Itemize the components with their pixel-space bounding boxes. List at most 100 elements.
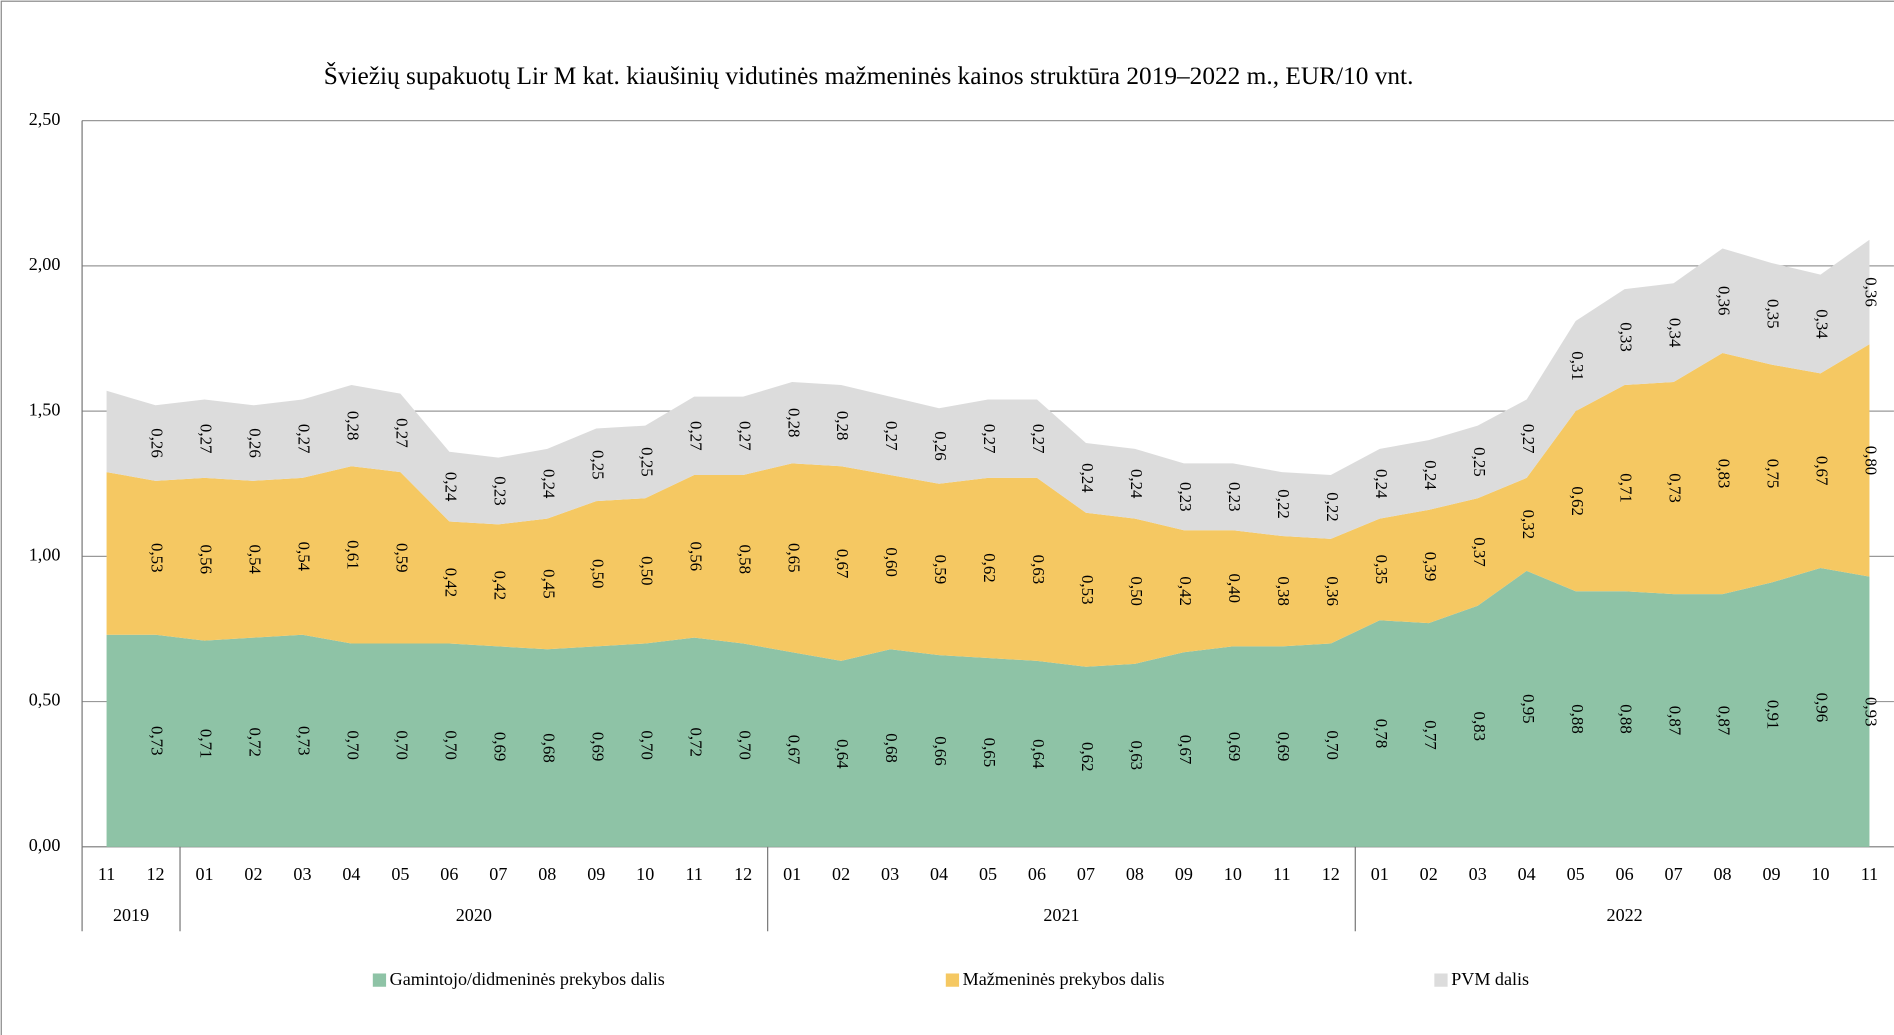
x-tick-label: 05 [391,864,409,884]
data-label: 0,77 [1421,720,1440,750]
x-tick-label: 09 [1762,864,1780,884]
data-label: 0,22 [1274,489,1293,519]
data-label: 0,34 [1813,309,1832,339]
data-label: 0,87 [1715,706,1734,736]
data-label: 0,66 [931,736,950,766]
x-tick-label: 05 [1567,864,1585,884]
y-tick-label: 0,00 [29,835,61,855]
data-label: 0,96 [1813,693,1832,723]
data-label: 0,56 [197,544,216,574]
data-label: 0,28 [344,411,363,441]
data-label: 0,72 [686,727,705,757]
data-label: 0,50 [588,559,607,589]
data-label: 0,26 [246,428,265,458]
data-label: 0,32 [1519,510,1538,540]
x-tick-label: 01 [1371,864,1389,884]
area [106,567,1870,847]
data-label: 0,70 [441,730,460,760]
data-label: 0,39 [1421,552,1440,582]
x-tick-label: 04 [342,864,360,884]
data-label: 0,75 [1764,459,1783,489]
data-label: 0,37 [1470,537,1489,567]
x-tick-label: 09 [587,864,605,884]
x-tick-label: 11 [685,864,702,884]
x-tick-label: 10 [1224,864,1242,884]
x-tick-label: 04 [1518,864,1536,884]
data-label: 0,71 [1617,473,1636,503]
data-label: 0,27 [295,424,314,454]
x-tick-label: 07 [1077,864,1095,884]
x-tick-label: 03 [881,864,899,884]
data-label: 0,63 [1127,741,1146,771]
y-tick-label: 2,50 [29,109,61,129]
data-label: 0,45 [539,569,558,599]
data-label: 0,42 [1176,576,1195,606]
data-label: 0,61 [344,540,363,570]
data-label: 0,22 [1323,492,1342,522]
data-label: 0,26 [148,428,167,458]
data-label: 0,28 [833,411,852,441]
x-tick-label: 09 [1175,864,1193,884]
x-tick-label: 05 [979,864,997,884]
x-tick-label: 11 [1273,864,1290,884]
data-label: 0,83 [1715,459,1734,489]
chart-title: Šviežių supakuotų Lir M kat. kiaušinių v… [324,61,1414,90]
data-label: 0,31 [1568,351,1587,381]
data-label: 0,24 [1421,460,1440,490]
data-label: 0,23 [490,476,509,506]
data-label: 0,67 [833,549,852,579]
x-tick-label: 03 [1469,864,1487,884]
data-label: 0,67 [1813,456,1832,486]
data-label: 0,58 [735,544,754,574]
data-label: 0,70 [393,730,412,760]
data-label: 0,53 [1078,575,1097,605]
x-group-label: 2019 [113,905,149,925]
data-label: 0,26 [931,431,950,461]
data-label: 0,70 [637,730,656,760]
x-tick-label: 08 [538,864,556,884]
data-label: 0,67 [1176,735,1195,765]
data-label: 0,78 [1372,719,1391,749]
data-label: 0,73 [295,726,314,756]
data-label: 0,91 [1764,700,1783,730]
data-label: 0,34 [1666,318,1685,348]
data-label: 0,62 [1568,486,1587,516]
legend-label: PVM dalis [1451,969,1529,989]
data-label: 0,87 [1666,706,1685,736]
data-label: 0,24 [1078,463,1097,493]
data-label: 0,54 [295,542,314,572]
data-label: 0,93 [1862,697,1881,727]
data-label: 0,63 [1029,555,1048,585]
data-label: 0,64 [1029,739,1048,769]
x-tick-label: 03 [293,864,311,884]
data-label: 0,24 [539,469,558,499]
x-tick-label: 01 [195,864,213,884]
x-tick-label: 12 [734,864,752,884]
data-label: 0,50 [637,556,656,586]
area [106,239,1870,539]
data-label: 0,95 [1519,694,1538,724]
y-tick-label: 1,00 [29,544,61,564]
data-label: 0,59 [931,555,950,585]
data-label: 0,88 [1568,704,1587,734]
data-label: 0,38 [1274,576,1293,606]
data-label: 0,70 [344,730,363,760]
data-label: 0,35 [1764,299,1783,329]
data-label: 0,27 [1519,424,1538,454]
data-label: 0,24 [1372,469,1391,499]
data-label: 0,67 [784,735,803,765]
data-label: 0,27 [882,421,901,451]
data-label: 0,71 [197,729,216,759]
data-label: 0,33 [1617,322,1636,352]
overlay: 0,00 0,50 1,00 1,50 2,00 2,50 0,73 0,71 0,72 0,73… [29,109,1881,989]
area [106,344,1870,667]
areas [106,239,1870,847]
data-label: 0,69 [1225,732,1244,762]
x-tick-label: 10 [1811,864,1829,884]
data-label: 0,62 [1078,742,1097,772]
data-label: 0,42 [490,571,509,601]
data-label: 0,25 [1470,447,1489,477]
data-label: 0,68 [539,733,558,763]
data-label: 0,35 [1372,555,1391,585]
